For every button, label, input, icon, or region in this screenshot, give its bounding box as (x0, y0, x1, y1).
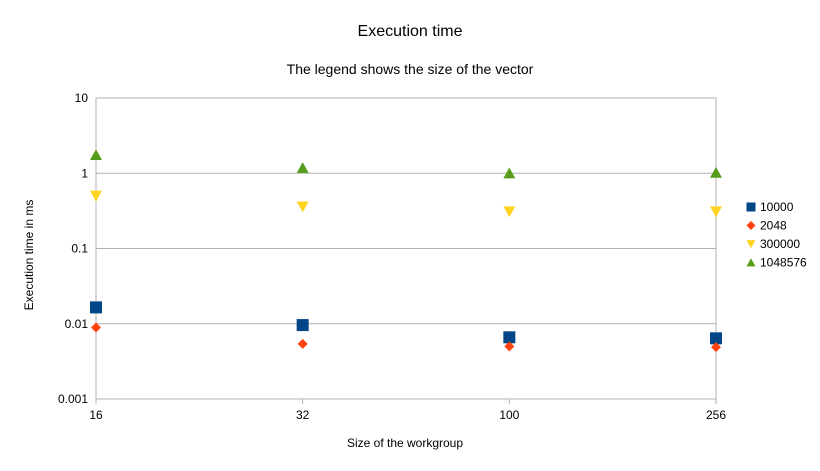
legend-marker-10000 (746, 202, 756, 212)
x-tick-label: 32 (296, 408, 310, 422)
plot-area-border (95, 97, 717, 400)
data-point-1048576 (296, 162, 309, 173)
data-point-1048576 (710, 166, 722, 178)
y-tick-label: 0.01 (65, 317, 89, 331)
data-point-2048 (711, 342, 721, 353)
data-point-300000 (90, 190, 102, 202)
legend-label: 2048 (760, 219, 787, 233)
data-points (90, 149, 722, 353)
legend-label: 300000 (760, 237, 800, 251)
x-tick-label: 256 (706, 408, 726, 422)
data-point-10000 (90, 301, 102, 314)
chart-title: Execution time (358, 23, 463, 40)
legend-label: 10000 (760, 200, 794, 214)
data-point-10000 (503, 331, 516, 344)
data-point-2048 (297, 338, 308, 349)
y-tick-label: 1 (81, 166, 88, 180)
legend: 10000 2048 300000 1048576 (746, 200, 807, 270)
y-axis-ticks: 0.001 0.01 0.1 1 10 (58, 91, 88, 406)
data-point-2048 (91, 322, 101, 333)
gridlines (96, 97, 716, 400)
data-point-10000 (296, 319, 309, 332)
legend-marker-1048576 (746, 258, 756, 267)
x-axis-label: Size of the workgroup (347, 436, 463, 450)
data-point-10000 (710, 332, 722, 345)
y-axis-label: Execution time in ms (22, 200, 36, 311)
x-tick-label: 100 (499, 408, 519, 422)
data-point-1048576 (90, 149, 102, 161)
y-tick-label: 10 (75, 91, 89, 105)
legend-label: 1048576 (760, 256, 807, 270)
data-point-300000 (296, 201, 309, 213)
x-axis-ticks: 16 32 100 256 (89, 399, 726, 422)
data-point-2048 (504, 341, 515, 352)
y-tick-label: 0.1 (71, 242, 88, 256)
x-tick-label: 16 (89, 408, 103, 422)
legend-marker-300000 (746, 240, 756, 249)
chart-subtitle: The legend shows the size of the vector (287, 61, 534, 77)
legend-marker-2048 (746, 221, 756, 230)
y-tick-label: 0.001 (58, 392, 88, 406)
data-point-300000 (710, 206, 722, 218)
data-point-1048576 (503, 167, 516, 179)
data-point-300000 (503, 206, 516, 218)
